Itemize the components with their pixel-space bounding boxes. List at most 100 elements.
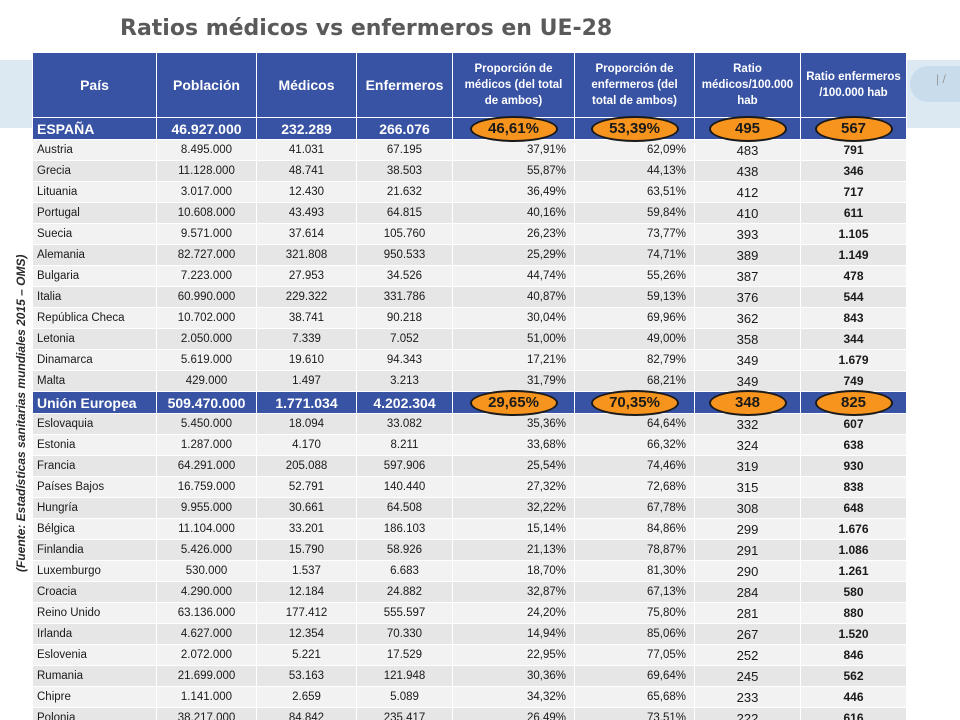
cell-doctors: 321.808 — [256, 244, 357, 266]
cell-country: Italia — [32, 286, 157, 308]
cell-doctors: 48.741 — [256, 160, 357, 182]
cell-population: 9.955.000 — [156, 497, 257, 519]
cell-ratio-doctors: 362 — [694, 307, 801, 329]
cell-pct-doctors: 26,23% — [452, 223, 575, 245]
cell-doctors: 232.289 — [256, 117, 357, 140]
cell-doctors: 41.031 — [256, 139, 357, 161]
cell-pct-nurses: 55,26% — [574, 265, 695, 287]
table-row: Croacia 4.290.000 12.184 24.882 32,87% 67,13%… — [32, 581, 907, 603]
cell-ratio-doctors: 267 — [694, 623, 801, 645]
cell-population: 2.072.000 — [156, 644, 257, 666]
cell-pct-doctors: 25,54% — [452, 455, 575, 477]
cell-doctors: 53.163 — [256, 665, 357, 687]
table-row: Letonia 2.050.000 7.339 7.052 51,00% 49,00% 35… — [32, 328, 907, 350]
cell-population: 4.290.000 — [156, 581, 257, 603]
cell-ratio-nurses: 1.679 — [800, 349, 907, 371]
cell-country: Unión Europea — [32, 391, 157, 414]
cell-population: 8.495.000 — [156, 139, 257, 161]
cell-population: 2.050.000 — [156, 328, 257, 350]
cell-ratio-doctors: 299 — [694, 518, 801, 540]
cell-ratio-nurses: 1.086 — [800, 539, 907, 561]
cell-country: Grecia — [32, 160, 157, 182]
cell-ratio-doctors: 290 — [694, 560, 801, 582]
cell-pct-doctors: 30,04% — [452, 307, 575, 329]
cell-population: 7.223.000 — [156, 265, 257, 287]
cell-doctors: 1.771.034 — [256, 391, 357, 414]
cell-country: Eslovenia — [32, 644, 157, 666]
cell-nurses: 8.211 — [356, 434, 453, 456]
cell-ratio-nurses: 846 — [800, 644, 907, 666]
cell-population: 530.000 — [156, 560, 257, 582]
cell-ratio-doctors: 319 — [694, 455, 801, 477]
cell-ratio-nurses: 717 — [800, 181, 907, 203]
table-row: Malta 429.000 1.497 3.213 31,79% 68,21% 349 749 — [32, 370, 907, 392]
table-row: Chipre 1.141.000 2.659 5.089 34,32% 65,68% 233… — [32, 686, 907, 708]
table-row: Eslovaquia 5.450.000 18.094 33.082 35,36% 64,… — [32, 413, 907, 435]
cell-population: 82.727.000 — [156, 244, 257, 266]
header-enfermeros: Enfermeros — [356, 52, 453, 118]
cell-pct-doctors: 44,74% — [452, 265, 575, 287]
cell-country: Países Bajos — [32, 476, 157, 498]
highlight-oval: 53,39% — [590, 115, 679, 142]
cell-pct-nurses: 72,68% — [574, 476, 695, 498]
cell-nurses: 38.503 — [356, 160, 453, 182]
highlight-oval: 29,65% — [469, 389, 558, 416]
table-row: Alemania 82.727.000 321.808 950.533 25,29% 74… — [32, 244, 907, 266]
header-proporcion-medicos: Proporción de médicos (del total de ambo… — [452, 52, 575, 118]
cell-doctors: 37.614 — [256, 223, 357, 245]
cell-pct-doctors: 32,87% — [452, 581, 575, 603]
highlight-row: ESPAÑA 46.927.000 232.289 266.076 46,61% 53,3… — [32, 115, 907, 142]
cell-country: Finlandia — [32, 539, 157, 561]
cell-pct-doctors: 21,13% — [452, 539, 575, 561]
cell-ratio-doctors: 284 — [694, 581, 801, 603]
cell-country: Chipre — [32, 686, 157, 708]
cell-ratio-doctors: 376 — [694, 286, 801, 308]
cell-population: 5.426.000 — [156, 539, 257, 561]
header-ratio-medicos: Ratio médicos/100.000 hab — [694, 52, 801, 118]
cell-pct-nurses: 65,68% — [574, 686, 695, 708]
cell-pct-nurses: 84,86% — [574, 518, 695, 540]
cell-country: Austria — [32, 139, 157, 161]
cell-pct-doctors: 37,91% — [452, 139, 575, 161]
table-row: Lituania 3.017.000 12.430 21.632 36,49% 63,51… — [32, 181, 907, 203]
cell-ratio-nurses: 616 — [800, 707, 907, 720]
cell-pct-doctors: 26,49% — [452, 707, 575, 720]
cell-pct-doctors: 17,21% — [452, 349, 575, 371]
cell-pct-doctors: 30,36% — [452, 665, 575, 687]
cell-ratio-nurses: 478 — [800, 265, 907, 287]
highlight-oval: 46,61% — [469, 115, 558, 142]
cell-ratio-nurses: 648 — [800, 497, 907, 519]
cell-nurses: 70.330 — [356, 623, 453, 645]
cell-pct-nurses: 74,46% — [574, 455, 695, 477]
cell-country: Eslovaquia — [32, 413, 157, 435]
cell-population: 4.627.000 — [156, 623, 257, 645]
cell-nurses: 17.529 — [356, 644, 453, 666]
cell-doctors: 205.088 — [256, 455, 357, 477]
cell-country: Dinamarca — [32, 349, 157, 371]
cell-ratio-doctors: 358 — [694, 328, 801, 350]
cell-doctors: 33.201 — [256, 518, 357, 540]
table-row: Bulgaria 7.223.000 27.953 34.526 44,74% 55,26… — [32, 265, 907, 287]
cell-doctors: 7.339 — [256, 328, 357, 350]
cell-population: 1.287.000 — [156, 434, 257, 456]
cell-nurses: 58.926 — [356, 539, 453, 561]
table-row: Portugal 10.608.000 43.493 64.815 40,16% 59,8… — [32, 202, 907, 224]
page-title: Ratios médicos vs enfermeros en UE-28 — [120, 16, 613, 41]
cell-nurses: 4.202.304 — [356, 391, 453, 414]
table-row: Italia 60.990.000 229.322 331.786 40,87% 59,1… — [32, 286, 907, 308]
cell-nurses: 950.533 — [356, 244, 453, 266]
cell-pct-doctors: 46,61% — [452, 115, 575, 142]
cell-pct-nurses: 44,13% — [574, 160, 695, 182]
cell-country: Alemania — [32, 244, 157, 266]
cell-nurses: 7.052 — [356, 328, 453, 350]
cell-population: 509.470.000 — [156, 391, 257, 414]
highlight-oval: 495 — [708, 115, 787, 142]
cell-pct-nurses: 74,71% — [574, 244, 695, 266]
cell-ratio-nurses: 567 — [800, 115, 907, 142]
cell-population: 60.990.000 — [156, 286, 257, 308]
cell-doctors: 38.741 — [256, 307, 357, 329]
cell-ratio-nurses: 930 — [800, 455, 907, 477]
table-header-row: País Población Médicos Enfermeros Propor… — [32, 52, 907, 118]
cell-ratio-nurses: 791 — [800, 139, 907, 161]
cell-nurses: 21.632 — [356, 181, 453, 203]
